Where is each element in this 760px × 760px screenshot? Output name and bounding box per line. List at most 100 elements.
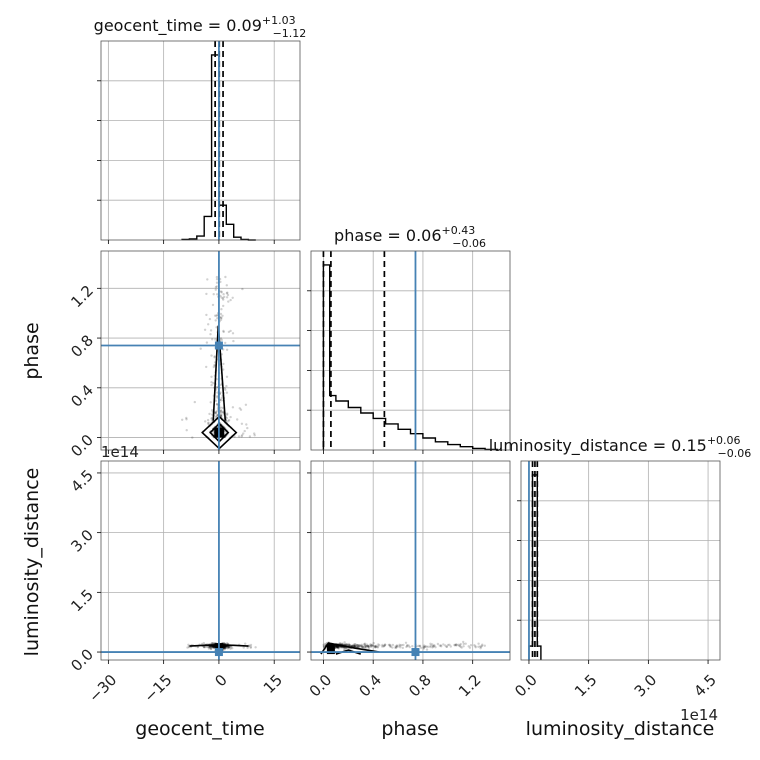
- sample-point: [205, 365, 208, 369]
- sample-point: [219, 406, 222, 409]
- sample-point: [222, 298, 225, 301]
- sample-point: [216, 396, 219, 399]
- sample-point: [212, 645, 216, 649]
- sample-point: [210, 375, 213, 378]
- sample-point: [468, 646, 472, 649]
- panel-frame-geocent_time-geocent_time: [100, 40, 301, 241]
- sample-point: [367, 645, 370, 648]
- sample-point: [224, 388, 227, 391]
- sample-point: [352, 644, 355, 647]
- sample-point: [222, 330, 225, 334]
- sample-point: [480, 645, 483, 649]
- sample-point: [336, 646, 340, 649]
- sample-point: [215, 285, 218, 288]
- sample-point: [210, 646, 214, 649]
- sample-point: [203, 328, 207, 331]
- sample-point: [355, 644, 359, 647]
- sample-point: [405, 645, 408, 649]
- sample-point: [402, 643, 405, 647]
- truth-marker: [214, 341, 223, 350]
- sample-point: [209, 333, 212, 336]
- sample-point: [353, 644, 356, 647]
- sample-point: [404, 641, 408, 644]
- sample-point: [419, 646, 423, 649]
- sample-point: [364, 646, 368, 650]
- sample-point: [383, 644, 386, 647]
- grid-luminosity_distance-phase: [311, 461, 510, 660]
- sample-point: [225, 284, 228, 287]
- sample-point: [220, 308, 223, 311]
- sample-point: [445, 645, 448, 648]
- sample-point: [223, 295, 226, 299]
- sample-point: [438, 644, 441, 647]
- sample-point: [427, 645, 430, 648]
- sample-point: [350, 644, 353, 648]
- scatter-luminosity_distance-vs-phase: [311, 461, 510, 660]
- sample-point: [214, 412, 218, 415]
- sample-point: [242, 646, 245, 649]
- sample-point: [210, 381, 213, 384]
- sample-point: [364, 644, 367, 648]
- sample-point: [220, 291, 223, 294]
- sample-point: [369, 645, 373, 649]
- sample-point: [214, 288, 217, 291]
- sample-point: [210, 354, 213, 357]
- x-tick-label-phase: 1.2: [455, 671, 485, 701]
- sample-point: [206, 418, 210, 422]
- sample-point: [382, 645, 385, 648]
- sample-point: [462, 645, 465, 648]
- sample-point: [216, 391, 219, 394]
- sample-point: [220, 290, 223, 293]
- scatter-phase-vs-geocent_time: [101, 251, 300, 450]
- sample-point: [480, 644, 484, 647]
- sample-point: [366, 644, 369, 648]
- sample-point: [227, 300, 230, 303]
- sample-point: [213, 356, 216, 359]
- sample-point: [371, 644, 375, 648]
- sample-point: [225, 375, 229, 378]
- sample-point: [213, 364, 216, 367]
- panel-frame-phase-phase: [310, 250, 511, 451]
- sample-point: [206, 422, 210, 425]
- sample-point: [422, 647, 425, 650]
- sample-point: [387, 643, 391, 647]
- sample-point: [474, 645, 477, 648]
- x-tick-label-geocent_time: −30: [85, 671, 120, 706]
- sample-point: [473, 644, 476, 647]
- sample-point: [348, 644, 352, 647]
- sample-point: [344, 642, 347, 646]
- sample-point: [357, 645, 360, 648]
- sample-point: [345, 643, 348, 646]
- y-tick-label-luminosity_distance: 4.5: [67, 466, 97, 496]
- sample-point: [224, 646, 227, 650]
- sample-point: [373, 644, 376, 648]
- sample-point: [244, 403, 248, 406]
- x-axis-label-luminosity_distance: luminosity_distance: [526, 718, 715, 740]
- sample-point: [219, 409, 223, 412]
- x-tick-label-geocent_time: 15: [260, 671, 286, 697]
- sample-point: [375, 644, 378, 647]
- sample-point: [336, 645, 340, 648]
- sample-point: [240, 435, 243, 438]
- sample-point: [458, 644, 461, 647]
- sample-point: [208, 645, 212, 649]
- sample-point: [374, 646, 377, 649]
- sample-point: [374, 645, 377, 648]
- title-phase: phase = 0.06+0.43 −0.06: [334, 224, 486, 250]
- sample-point: [193, 400, 196, 404]
- sample-point: [348, 644, 351, 647]
- sample-point: [214, 338, 217, 341]
- sample-point: [395, 644, 399, 647]
- sample-point: [398, 643, 401, 646]
- contour-inner: [209, 422, 230, 443]
- sample-point: [213, 646, 216, 649]
- sample-point: [444, 644, 447, 647]
- sample-point: [220, 338, 223, 342]
- sample-point: [364, 645, 368, 648]
- sample-point: [226, 291, 229, 294]
- sample-point: [225, 384, 228, 388]
- grid-geocent_time-geocent_time: [101, 41, 300, 240]
- x-tick-label-geocent_time: −15: [140, 671, 175, 706]
- sample-point: [389, 645, 392, 648]
- sample-point: [232, 339, 235, 343]
